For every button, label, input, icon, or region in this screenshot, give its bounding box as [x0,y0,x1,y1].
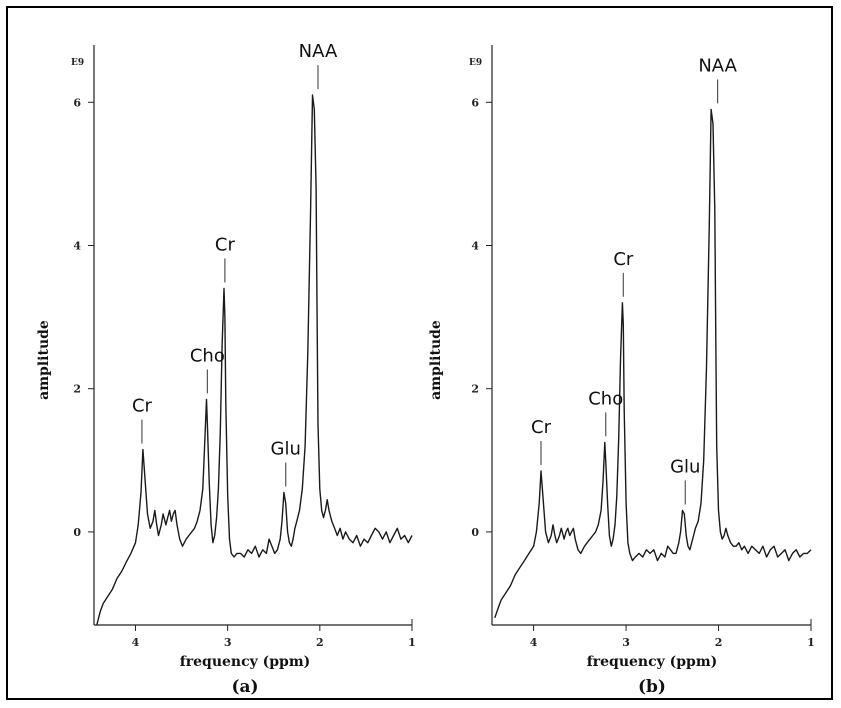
x-tick-label: 1 [408,636,416,649]
x-tick-label: 2 [715,636,723,649]
x-tick-label: 3 [224,636,232,649]
peak-label: NAA [299,41,338,62]
y-axis-title: amplitude [36,320,52,400]
peak-label: Cr [215,234,236,255]
x-tick-label: 4 [530,636,538,649]
x-axis-title: frequency (ppm) [587,654,718,670]
panel-label: (a) [231,677,258,697]
y-tick-label: 6 [471,96,479,109]
x-tick-label: 4 [132,636,140,649]
peak-label: Cho [190,345,225,366]
x-axis-title: frequency (ppm) [180,654,311,670]
figure-frame [6,6,833,700]
y-tick-label: 4 [471,239,479,252]
spectrum-line [494,108,812,619]
y-tick-label: 0 [471,526,479,539]
y-scale-label: E9 [469,58,482,68]
y-tick-label: 6 [73,96,81,109]
peak-label: Cr [613,249,634,270]
y-tick-label: 2 [73,383,81,396]
peak-label: Glu [271,439,301,460]
peak-label: NAA [698,55,737,76]
panel-label: (b) [638,677,666,697]
peak-label: Cr [132,396,153,417]
y-scale-label: E9 [71,58,84,68]
y-tick-label: 4 [73,239,81,252]
x-tick-label: 1 [807,636,815,649]
peak-label: Cho [588,388,623,409]
x-tick-label: 3 [622,636,630,649]
x-tick-label: 2 [316,636,324,649]
spectrum-line [96,94,413,626]
y-tick-label: 0 [73,526,81,539]
y-axis-title: amplitude [428,320,444,400]
peak-label: Cr [531,417,552,438]
y-tick-label: 2 [471,383,479,396]
peak-label: Glu [670,456,700,477]
